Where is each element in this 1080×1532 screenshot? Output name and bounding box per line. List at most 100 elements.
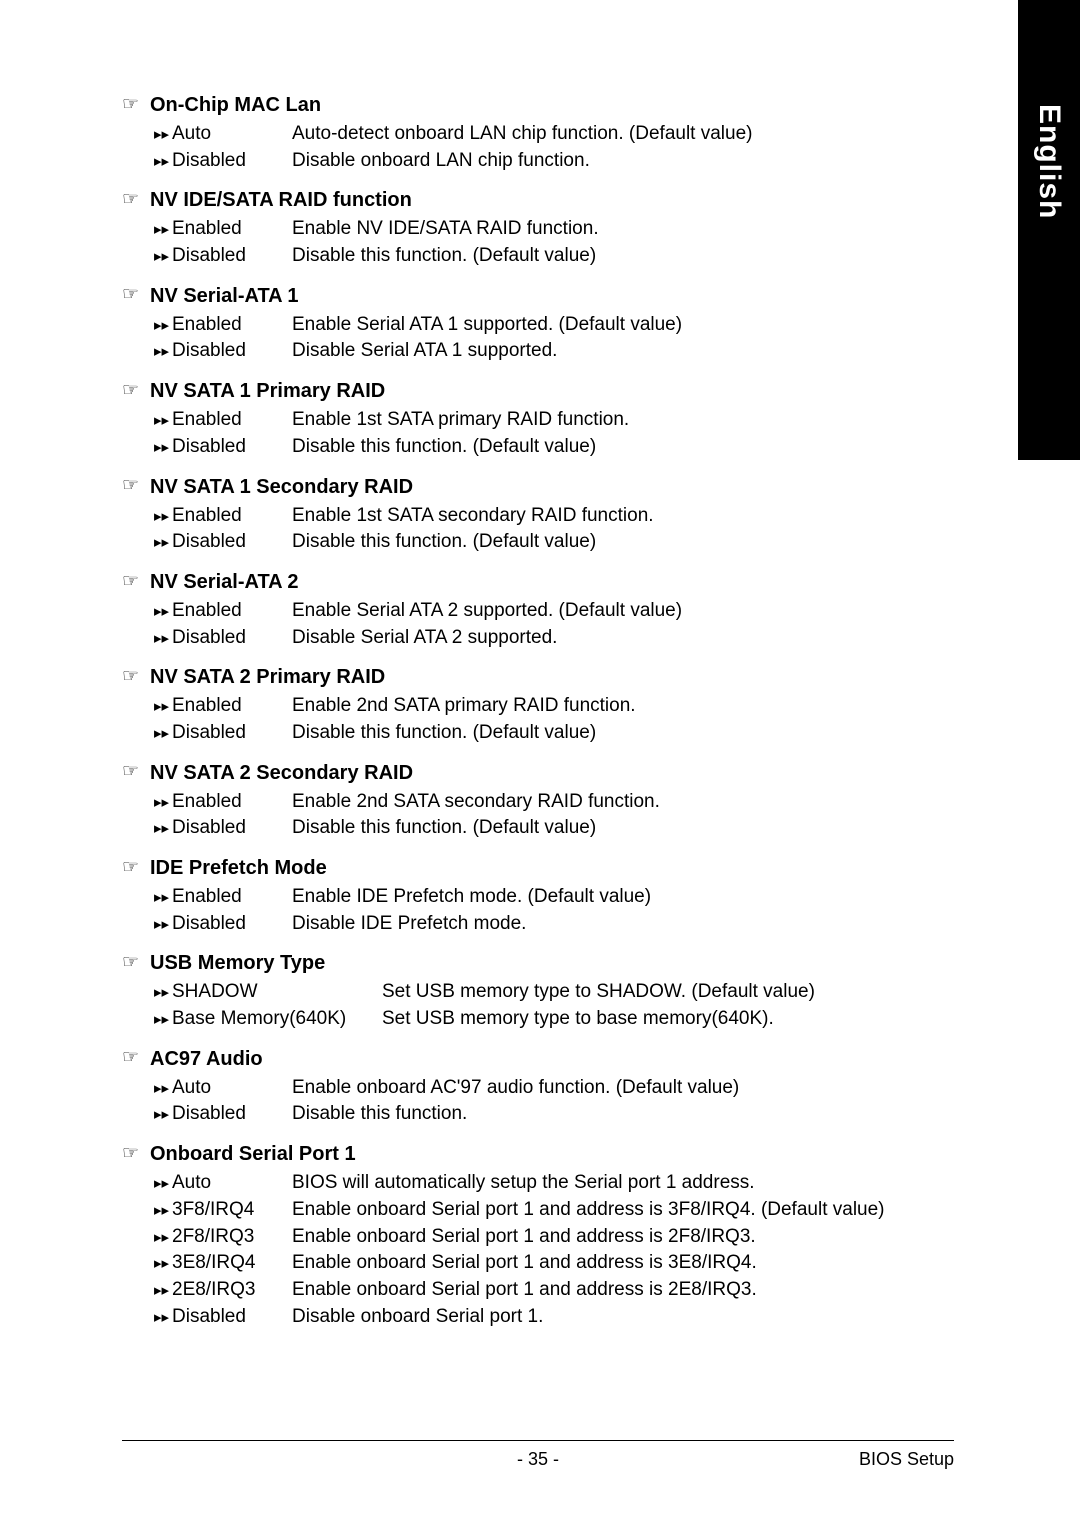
- option-description: Disable onboard Serial port 1.: [292, 1305, 942, 1330]
- section: ☞IDE Prefetch Mode ▸▸EnabledEnable IDE Pr…: [122, 855, 942, 936]
- option-row: ▸▸EnabledEnable IDE Prefetch mode. (Defa…: [122, 885, 942, 910]
- option-label: Disabled: [172, 244, 292, 269]
- arrow-icon: ▸▸: [154, 790, 172, 815]
- section: ☞USB Memory Type ▸▸SHADOWSet USB memory t…: [122, 950, 942, 1031]
- section-title: NV Serial-ATA 2: [150, 569, 299, 595]
- section-title: NV SATA 1 Primary RAID: [150, 378, 385, 404]
- option-label: Disabled: [172, 626, 292, 651]
- arrow-icon: ▸▸: [154, 149, 172, 174]
- option-description: BIOS will automatically setup the Serial…: [292, 1171, 942, 1196]
- option-description: Disable this function. (Default value): [292, 530, 942, 555]
- option-label: 3F8/IRQ4: [172, 1198, 292, 1223]
- section-title-row: ☞NV SATA 1 Primary RAID: [122, 378, 942, 404]
- option-label: Enabled: [172, 885, 292, 910]
- option-description: Disable this function.: [292, 1102, 942, 1127]
- arrow-icon: ▸▸: [154, 912, 172, 937]
- option-description: Enable onboard Serial port 1 and address…: [292, 1198, 942, 1223]
- hand-icon: ☞: [122, 1142, 150, 1167]
- option-row: ▸▸DisabledDisable onboard Serial port 1.: [122, 1305, 942, 1330]
- option-description: Enable onboard Serial port 1 and address…: [292, 1278, 942, 1303]
- option-row: ▸▸AutoBIOS will automatically setup the …: [122, 1171, 942, 1196]
- option-row: ▸▸DisabledDisable this function. (Defaul…: [122, 721, 942, 746]
- hand-icon: ☞: [122, 570, 150, 595]
- option-label: Auto: [172, 1171, 292, 1196]
- option-row: ▸▸SHADOWSet USB memory type to SHADOW. (…: [122, 980, 942, 1005]
- section-title-row: ☞NV SATA 2 Secondary RAID: [122, 760, 942, 786]
- section-title: USB Memory Type: [150, 950, 325, 976]
- option-label: Enabled: [172, 313, 292, 338]
- option-description: Enable Serial ATA 1 supported. (Default …: [292, 313, 942, 338]
- option-row: ▸▸Base Memory(640K)Set USB memory type t…: [122, 1007, 942, 1032]
- arrow-icon: ▸▸: [154, 217, 172, 242]
- option-label: Enabled: [172, 408, 292, 433]
- option-row: ▸▸DisabledDisable this function. (Defaul…: [122, 435, 942, 460]
- option-row: ▸▸EnabledEnable Serial ATA 2 supported. …: [122, 599, 942, 624]
- arrow-icon: ▸▸: [154, 1225, 172, 1250]
- hand-icon: ☞: [122, 760, 150, 785]
- option-description: Disable this function. (Default value): [292, 816, 942, 841]
- option-description: Enable IDE Prefetch mode. (Default value…: [292, 885, 942, 910]
- arrow-icon: ▸▸: [154, 1278, 172, 1303]
- option-description: Set USB memory type to base memory(640K)…: [382, 1007, 942, 1032]
- page-number: - 35 -: [517, 1449, 559, 1470]
- hand-icon: ☞: [122, 379, 150, 404]
- arrow-icon: ▸▸: [154, 1251, 172, 1276]
- option-label: Auto: [172, 1076, 292, 1101]
- section-title-row: ☞On-Chip MAC Lan: [122, 92, 942, 118]
- option-label: Disabled: [172, 149, 292, 174]
- arrow-icon: ▸▸: [154, 244, 172, 269]
- section-title: NV SATA 2 Primary RAID: [150, 664, 385, 690]
- option-label: Disabled: [172, 339, 292, 364]
- hand-icon: ☞: [122, 665, 150, 690]
- section: ☞NV SATA 2 Secondary RAID ▸▸EnabledEnable…: [122, 760, 942, 841]
- arrow-icon: ▸▸: [154, 626, 172, 651]
- option-description: Enable onboard AC'97 audio function. (De…: [292, 1076, 942, 1101]
- option-row: ▸▸2E8/IRQ3Enable onboard Serial port 1 a…: [122, 1278, 942, 1303]
- option-description: Enable 1st SATA primary RAID function.: [292, 408, 942, 433]
- option-description: Disable this function. (Default value): [292, 435, 942, 460]
- language-tab: English: [1018, 0, 1080, 460]
- hand-icon: ☞: [122, 188, 150, 213]
- option-description: Auto-detect onboard LAN chip function. (…: [292, 122, 942, 147]
- section-title-row: ☞USB Memory Type: [122, 950, 942, 976]
- section-title: NV SATA 1 Secondary RAID: [150, 474, 413, 500]
- option-row: ▸▸DisabledDisable Serial ATA 2 supported…: [122, 626, 942, 651]
- option-row: ▸▸AutoEnable onboard AC'97 audio functio…: [122, 1076, 942, 1101]
- option-label: Disabled: [172, 530, 292, 555]
- section-title: AC97 Audio: [150, 1046, 263, 1072]
- arrow-icon: ▸▸: [154, 980, 172, 1005]
- option-description: Disable this function. (Default value): [292, 721, 942, 746]
- arrow-icon: ▸▸: [154, 1198, 172, 1223]
- hand-icon: ☞: [122, 1046, 150, 1071]
- section-title-row: ☞NV IDE/SATA RAID function: [122, 187, 942, 213]
- hand-icon: ☞: [122, 951, 150, 976]
- section: ☞NV SATA 1 Secondary RAID▸▸EnabledEnable…: [122, 474, 942, 555]
- option-row: ▸▸EnabledEnable 2nd SATA secondary RAID …: [122, 790, 942, 815]
- option-description: Disable this function. (Default value): [292, 244, 942, 269]
- option-row: ▸▸DisabledDisable this function. (Defaul…: [122, 244, 942, 269]
- option-description: Disable onboard LAN chip function.: [292, 149, 942, 174]
- option-description: Disable Serial ATA 1 supported.: [292, 339, 942, 364]
- option-label: Enabled: [172, 504, 292, 529]
- option-row: ▸▸EnabledEnable NV IDE/SATA RAID functio…: [122, 217, 942, 242]
- arrow-icon: ▸▸: [154, 504, 172, 529]
- section: ☞Onboard Serial Port 1▸▸AutoBIOS will au…: [122, 1141, 942, 1329]
- option-label: Disabled: [172, 435, 292, 460]
- option-description: Enable onboard Serial port 1 and address…: [292, 1251, 942, 1276]
- arrow-icon: ▸▸: [154, 1171, 172, 1196]
- section-title: IDE Prefetch Mode: [150, 855, 327, 881]
- section: ☞NV Serial-ATA 1▸▸EnabledEnable Serial A…: [122, 283, 942, 364]
- option-row: ▸▸EnabledEnable 1st SATA primary RAID fu…: [122, 408, 942, 433]
- section-title-row: ☞NV Serial-ATA 1: [122, 283, 942, 309]
- section: ☞NV IDE/SATA RAID function ▸▸EnabledEnabl…: [122, 187, 942, 268]
- option-description: Enable 1st SATA secondary RAID function.: [292, 504, 942, 529]
- option-row: ▸▸DisabledDisable Serial ATA 1 supported…: [122, 339, 942, 364]
- language-tab-label: English: [1032, 104, 1066, 219]
- hand-icon: ☞: [122, 856, 150, 881]
- arrow-icon: ▸▸: [154, 435, 172, 460]
- section: ☞On-Chip MAC Lan▸▸AutoAuto-detect onboar…: [122, 92, 942, 173]
- arrow-icon: ▸▸: [154, 530, 172, 555]
- page-footer: - 35 - BIOS Setup: [122, 1440, 954, 1470]
- arrow-icon: ▸▸: [154, 1076, 172, 1101]
- option-label: SHADOW: [172, 980, 382, 1005]
